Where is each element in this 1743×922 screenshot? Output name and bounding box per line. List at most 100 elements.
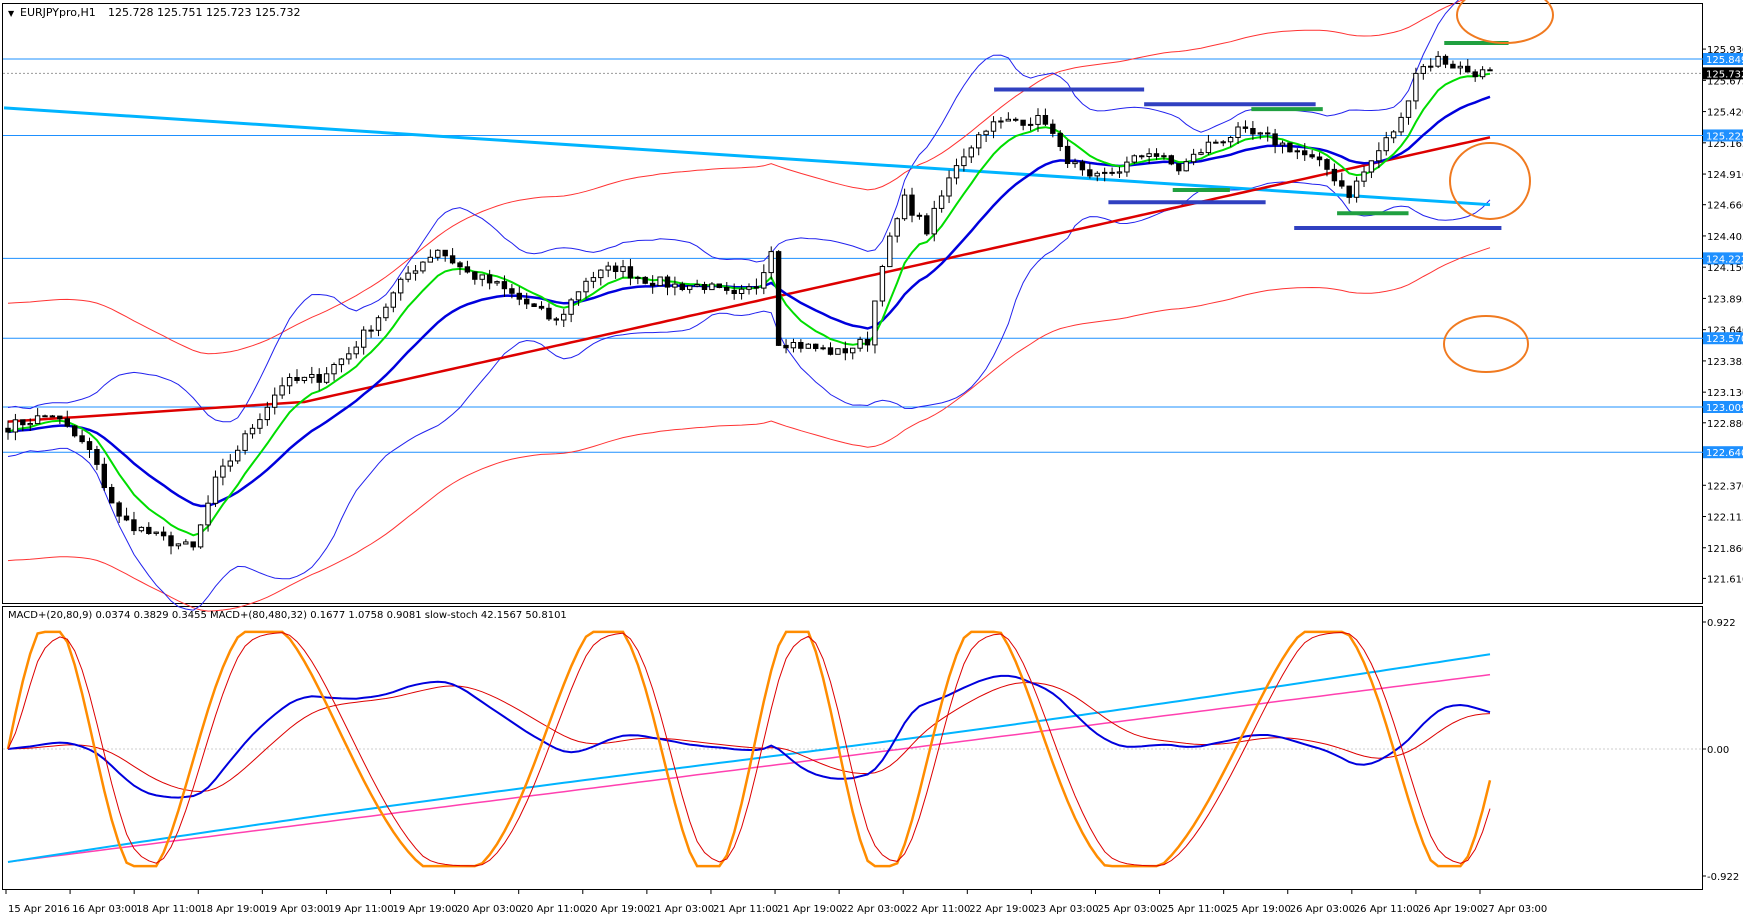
candle-body <box>168 535 174 547</box>
candle-body <box>1420 66 1426 74</box>
candle-body <box>1005 118 1011 122</box>
candle-body <box>1205 141 1212 154</box>
candle-body <box>116 502 122 517</box>
time-tick-label: 18 Apr 11:00 <box>136 904 201 915</box>
candle-body <box>553 318 559 321</box>
candle-body <box>724 286 730 291</box>
annotation-circle[interactable] <box>1456 0 1554 44</box>
candle-body <box>1472 71 1478 78</box>
candle-body <box>49 415 56 418</box>
level-markers[interactable] <box>994 40 1509 230</box>
candle-body <box>672 283 678 288</box>
price-tick-label: 125.420 <box>1707 108 1743 119</box>
candle-body <box>1272 133 1278 146</box>
candle-body <box>1124 161 1130 173</box>
candle-body <box>1153 153 1160 157</box>
candle-body <box>1413 72 1419 102</box>
candle-body <box>894 218 900 237</box>
candle-body <box>375 317 382 331</box>
candle-body <box>687 285 693 290</box>
candle-body <box>264 406 271 421</box>
candle-body <box>709 283 715 291</box>
price-axis[interactable]: 125.930 125.675 125.420 125.165 124.910 124.6… <box>1702 45 1743 585</box>
candle-body <box>323 373 330 383</box>
candle-body <box>775 251 782 346</box>
candle-body <box>1183 161 1189 172</box>
candle-body <box>1279 142 1286 146</box>
candle-body <box>183 541 189 545</box>
candle-body <box>1242 126 1249 129</box>
candle-body <box>887 235 893 268</box>
annotation-circle[interactable] <box>1449 142 1531 220</box>
candle-body <box>138 526 145 532</box>
candle-body <box>1042 115 1049 125</box>
candle-body <box>524 298 530 305</box>
candle-body <box>938 195 945 209</box>
candle-body <box>361 329 367 348</box>
slow-stoch-signal-line <box>7 631 1491 867</box>
candle-body <box>435 249 441 258</box>
candle-body <box>1131 155 1137 163</box>
indicator-panel-frame <box>2 606 1703 890</box>
candle-body <box>94 449 100 465</box>
price-tick-label: 124.150 <box>1707 263 1743 274</box>
candle-body <box>1339 180 1345 187</box>
price-tag-label: 123.570 <box>1706 334 1743 345</box>
candle-body <box>842 348 848 354</box>
candle-body <box>901 194 908 220</box>
time-tick-label: 18 Apr 19:00 <box>200 904 265 915</box>
macd-fast-line <box>7 674 1491 799</box>
price-tick-label: 124.405 <box>1707 232 1743 243</box>
candle-body <box>1265 132 1271 135</box>
candle-body <box>738 288 745 295</box>
candle-body <box>605 265 611 271</box>
annotation-circle[interactable] <box>1443 315 1529 373</box>
candle-body <box>197 524 204 548</box>
candle-body <box>1020 119 1026 126</box>
candle-body <box>1146 153 1152 157</box>
macd-slow-line <box>7 653 1491 863</box>
price-tick-label: 123.385 <box>1707 357 1743 368</box>
candle-body <box>1487 69 1493 72</box>
price-tag-label: 125.849 <box>1706 55 1743 66</box>
time-tick-label: 22 Apr 03:00 <box>841 904 906 915</box>
candle-body <box>946 177 952 197</box>
bollinger-upper <box>7 0 1460 423</box>
candle-body <box>983 130 989 136</box>
price-tick-label: 121.610 <box>1707 574 1743 585</box>
price-tick-label: 122.115 <box>1707 513 1743 524</box>
candle-body <box>1109 171 1115 174</box>
candle-body <box>575 291 582 301</box>
candle-body <box>620 266 626 272</box>
candle-body <box>976 134 982 149</box>
time-tick-label: 19 Apr 11:00 <box>328 904 393 915</box>
candle-body <box>123 515 130 521</box>
trend-line[interactable] <box>3 106 1491 207</box>
candle-body <box>160 531 167 537</box>
annotation-circles[interactable] <box>1443 0 1554 373</box>
candle-body <box>86 441 93 451</box>
candle-body <box>761 272 767 289</box>
candle-body <box>679 283 685 291</box>
candle-body <box>1213 141 1219 144</box>
price-tick-label: 123.640 <box>1707 326 1743 337</box>
time-tick-label: 25 Apr 03:00 <box>1097 904 1162 915</box>
price-tag-box <box>1703 332 1743 345</box>
symbol-menu-icon[interactable]: ▼ <box>8 9 15 18</box>
candle-body <box>1457 65 1463 69</box>
candle-body <box>153 531 159 534</box>
candle-body <box>353 346 359 355</box>
candle-body <box>1465 65 1471 73</box>
candle-body <box>398 278 404 294</box>
candle-body <box>405 272 411 280</box>
price-tag-label: 123.009 <box>1706 403 1743 414</box>
cyan-trend-line[interactable] <box>3 106 1491 207</box>
price-tick-label: 123.130 <box>1707 388 1743 399</box>
candle-body <box>1176 163 1182 172</box>
candle-body <box>331 364 337 375</box>
candle-body <box>813 343 819 350</box>
price-tick-label: 125.165 <box>1707 139 1743 150</box>
